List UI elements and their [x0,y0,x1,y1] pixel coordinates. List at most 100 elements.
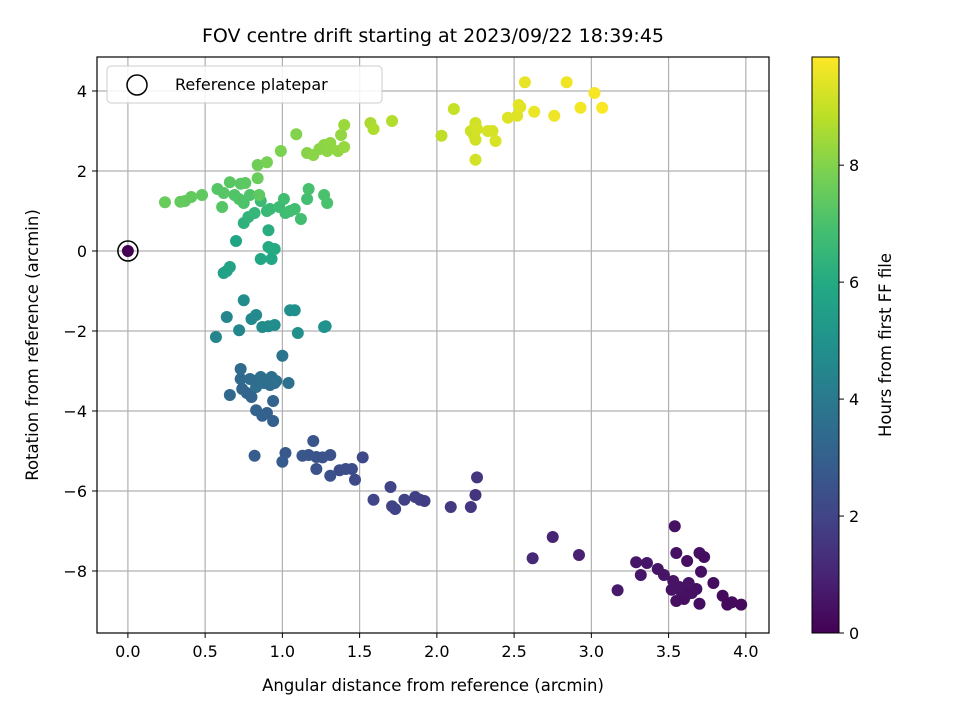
y-tick-label: 4 [77,82,87,101]
data-point [276,349,289,362]
data-point [276,455,289,468]
colorbar-tick-label: 8 [849,156,859,175]
data-point [318,321,331,333]
data-point [611,584,624,597]
data-point [234,363,247,375]
chart-title: FOV centre drift starting at 2023/09/22 … [202,25,664,47]
data-point [574,101,587,114]
data-point [220,311,233,323]
data-point [596,101,609,114]
data-point [268,319,281,331]
x-tick-label: 0.5 [192,642,217,661]
data-point [435,129,448,142]
data-point [250,381,263,393]
data-point [209,331,222,343]
data-point [228,189,241,201]
x-tick-label: 2.0 [424,642,449,661]
colorbar-gradient [811,56,840,634]
data-point [265,253,278,265]
colorbar: 0 2 4 6 8 Hours from first FF file [811,56,895,643]
y-tick-label: 2 [77,162,87,181]
data-point [560,76,573,89]
legend-box [106,65,383,104]
data-point [267,395,280,407]
y-axis-ticks: −8 −6 −4 −2 0 2 4 [63,82,97,581]
data-point [223,261,236,273]
data-point [630,556,643,569]
data-point [670,547,683,559]
x-tick-label: 1.5 [347,642,372,661]
data-point [469,489,482,501]
data-point [262,224,275,237]
data-point [243,189,256,201]
data-point [667,575,680,587]
x-tick-label: 4.0 [733,642,758,661]
data-point [277,193,290,205]
colorbar-tick-label: 4 [849,390,859,409]
data-point [471,123,484,135]
data-point [237,294,250,307]
data-point [158,196,171,209]
data-point [239,177,252,189]
y-tick-label: −6 [63,482,87,501]
data-point [471,471,484,484]
data-point [217,187,230,199]
data-point [250,309,263,321]
data-point [260,156,273,169]
data-point [546,531,559,543]
data-point [251,172,264,185]
data-point [294,213,307,225]
x-axis-ticks: 0.0 0.5 1.0 1.5 2.0 2.5 3.0 3.5 4.0 [115,633,759,661]
y-tick-label: −8 [63,562,87,581]
data-point [469,153,482,166]
colorbar-tick-label: 2 [849,507,859,526]
data-point [338,141,351,153]
data-point [324,137,337,149]
data-point [716,589,729,602]
data-point [588,87,601,99]
data-point [698,551,711,563]
data-point [302,183,315,195]
data-point [668,520,681,533]
data-point [234,373,247,385]
data-point [233,324,246,337]
data-point [367,493,380,506]
data-point [216,201,229,213]
data-point [526,552,539,565]
data-point [251,159,264,171]
data-point [254,253,267,265]
data-point [301,193,314,205]
data-point [514,101,527,113]
data-point [296,449,309,462]
data-point [651,563,664,575]
data-point [386,500,399,513]
data-point [290,128,303,141]
x-axis-label: Angular distance from reference (arcmin) [262,676,604,695]
data-point [282,377,295,389]
y-tick-label: 0 [77,242,87,261]
data-point [270,375,283,387]
data-point [640,557,653,569]
data-point [418,495,431,507]
data-point [223,176,236,189]
data-point [307,435,320,447]
data-point [262,241,275,253]
data-point [681,555,694,567]
data-point [447,103,460,115]
x-tick-label: 2.5 [501,642,526,661]
colorbar-tick-label: 0 [849,624,859,643]
colorbar-ticks: 0 2 4 6 8 [839,156,859,643]
data-point [469,133,482,146]
y-tick-label: −2 [63,322,87,341]
legend[interactable]: Reference platepar [106,65,383,104]
data-point [254,371,267,383]
data-point [528,105,541,118]
x-tick-label: 1.0 [270,642,295,661]
data-point [444,501,457,513]
colorbar-tick-label: 6 [849,273,859,292]
reference-point [121,245,134,257]
data-point [690,583,703,595]
x-tick-label: 0.0 [115,642,140,661]
data-point [384,481,397,493]
